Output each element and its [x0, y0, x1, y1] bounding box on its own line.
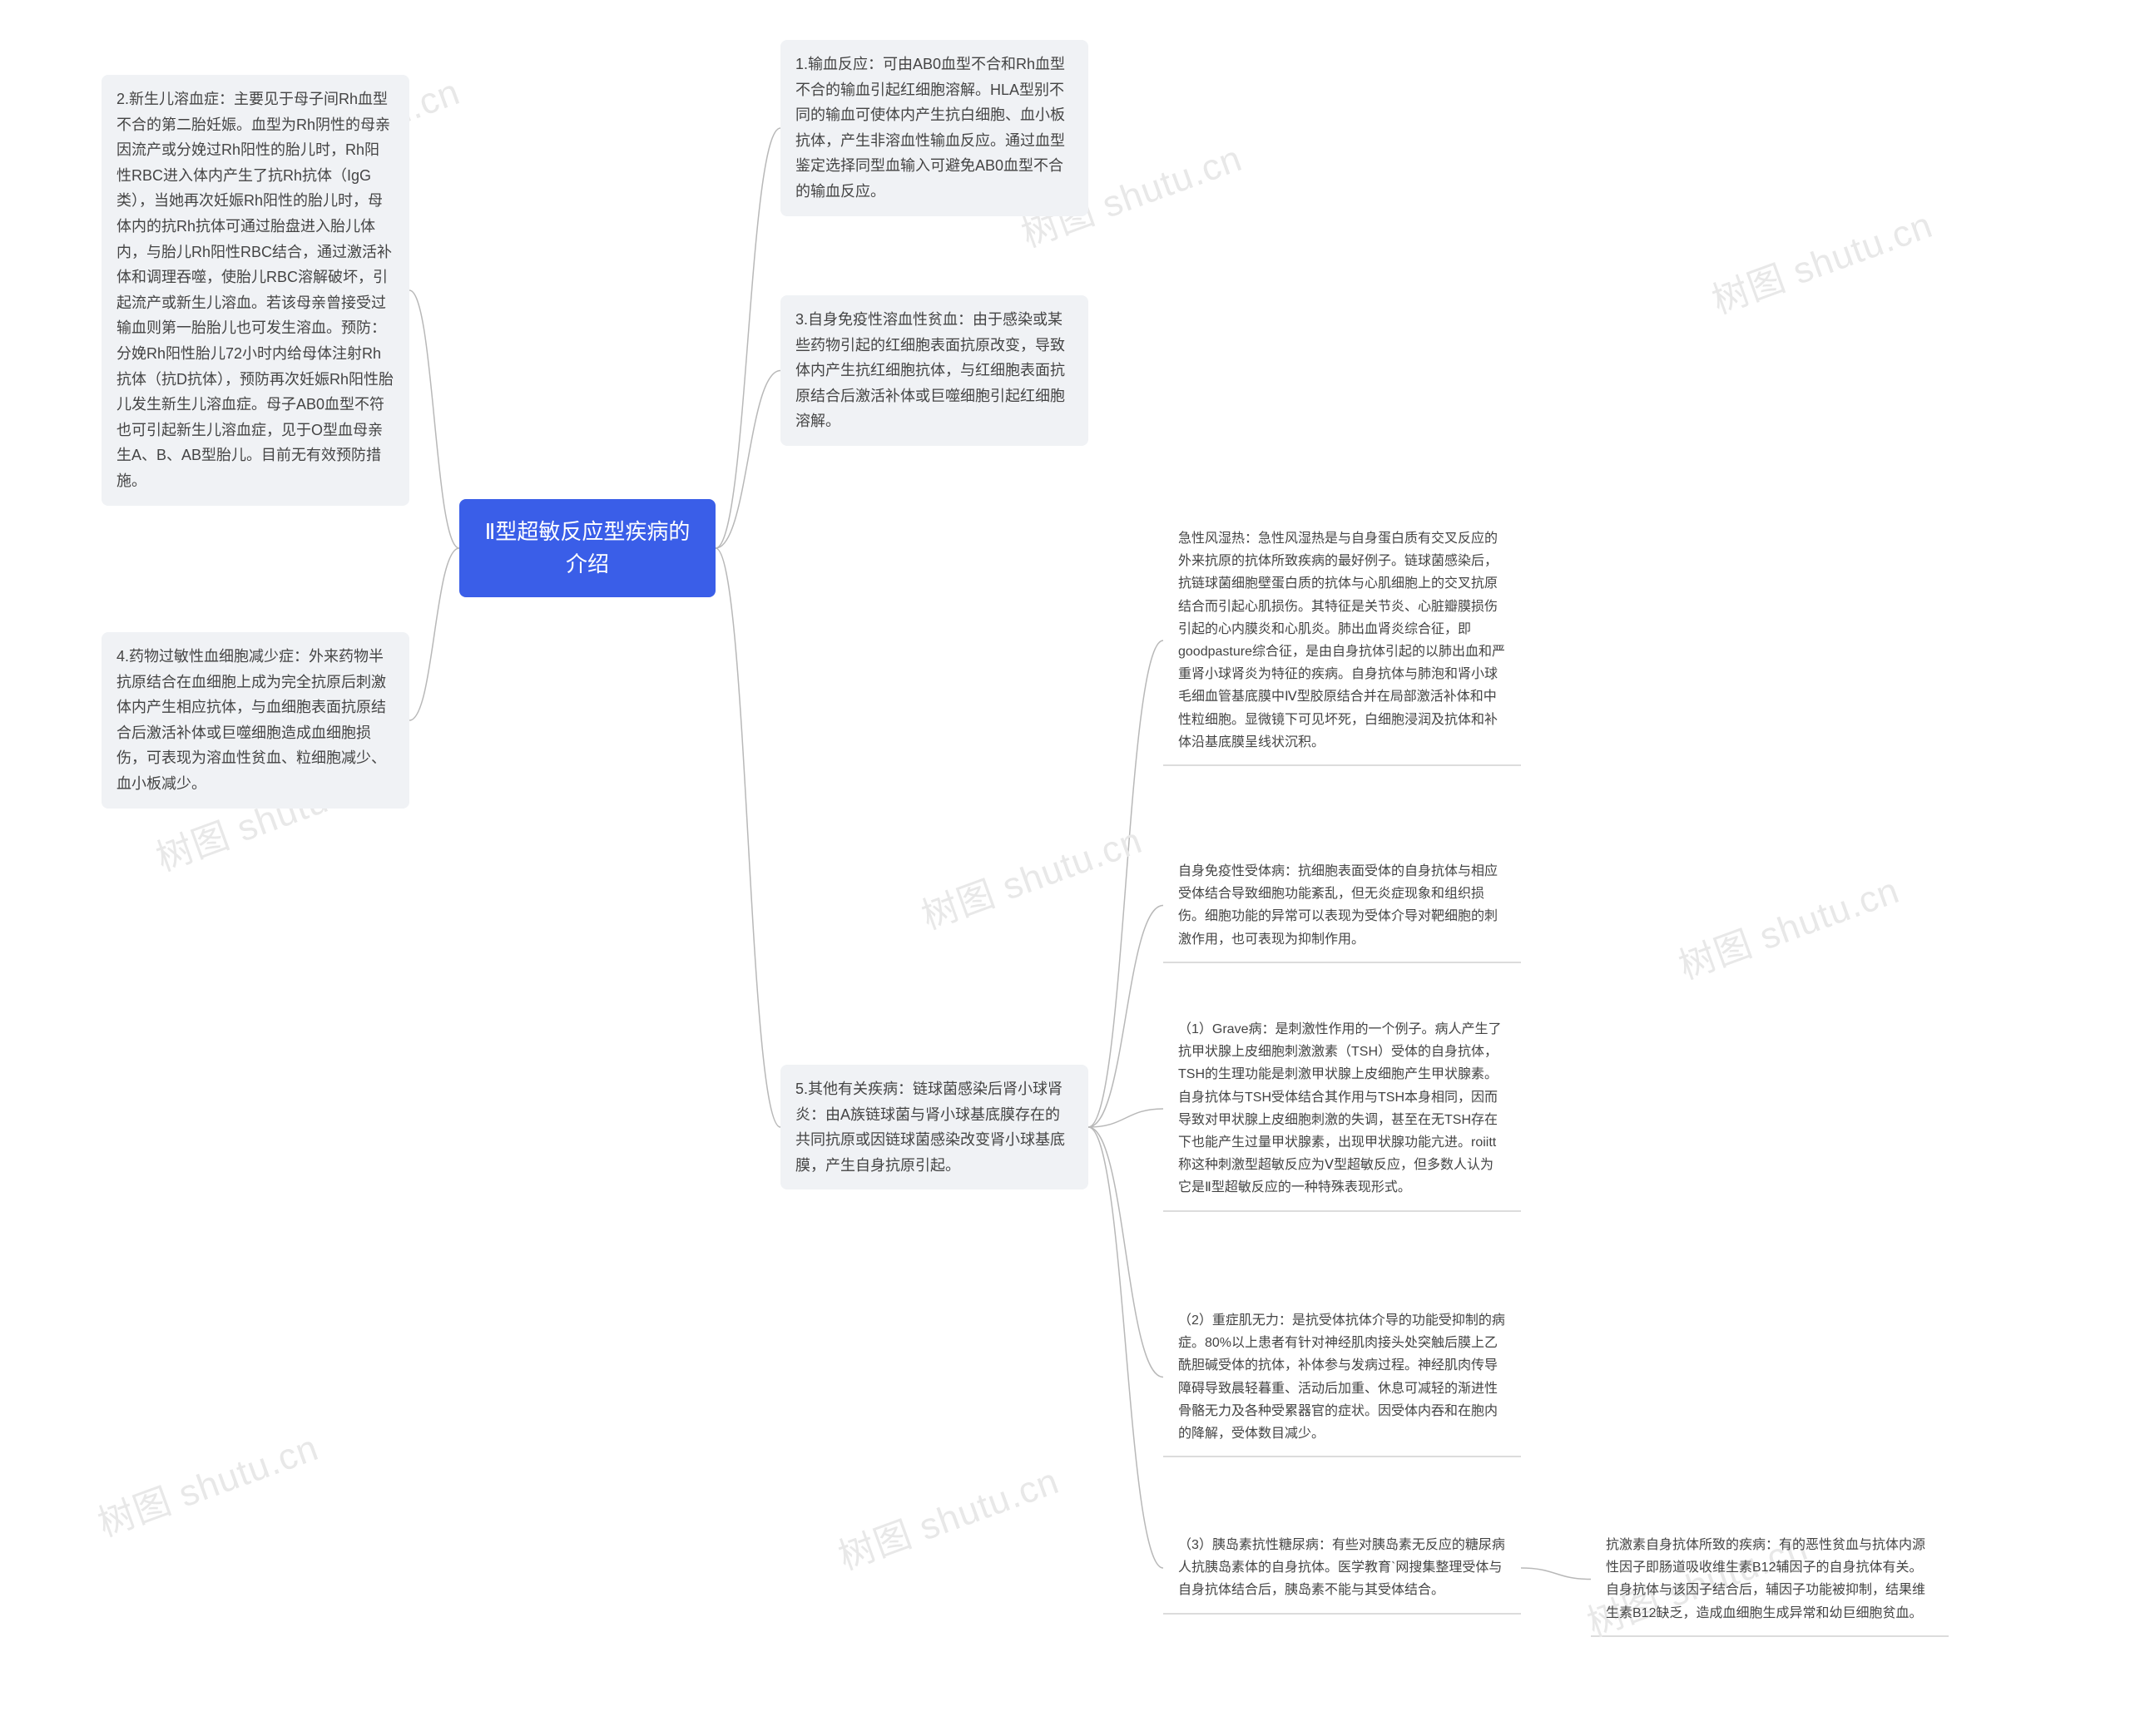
node-3: 3.自身免疫性溶血性贫血：由于感染或某些药物引起的红细胞表面抗原改变，导致体内产…	[780, 295, 1088, 446]
node-5a-text: 急性风湿热：急性风湿热是与自身蛋白质有交叉反应的外来抗原的抗体所致疾病的最好例子…	[1178, 532, 1505, 749]
center-node: Ⅱ型超敏反应型疾病的介绍	[459, 499, 716, 597]
node-5e1-text: 抗激素自身抗体所致的疾病：有的恶性贫血与抗体内源性因子即肠道吸收维生素B12辅因…	[1606, 1538, 1925, 1620]
node-5c: （1）Grave病：是刺激性作用的一个例子。病人产生了抗甲状腺上皮细胞刺激激素（…	[1163, 1006, 1521, 1211]
mindmap-canvas: 树图 shutu.cn树图 shutu.cn树图 shutu.cn树图 shut…	[0, 0, 2130, 1736]
node-5e: （3）胰岛素抗性糖尿病：有些对胰岛素无反应的糖尿病人抗胰岛素体的自身抗体。医学教…	[1163, 1522, 1521, 1614]
node-5-text: 5.其他有关疾病：链球菌感染后肾小球肾炎：由A族链球菌与肾小球基底膜存在的共同抗…	[795, 1081, 1065, 1174]
node-1-text: 1.输血反应：可由AB0血型不合和Rh血型不合的输血引起红细胞溶解。HLA型别不…	[795, 56, 1065, 200]
node-5d-text: （2）重症肌无力：是抗受体抗体介导的功能受抑制的病症。80%以上患者有针对神经肌…	[1178, 1313, 1505, 1441]
node-2-text: 2.新生儿溶血症：主要见于母子间Rh血型不合的第二胎妊娠。血型为Rh阴性的母亲因…	[116, 91, 394, 489]
node-2: 2.新生儿溶血症：主要见于母子间Rh血型不合的第二胎妊娠。血型为Rh阴性的母亲因…	[102, 75, 409, 506]
node-5b-text: 自身免疫性受体病：抗细胞表面受体的自身抗体与相应受体结合导致细胞功能紊乱，但无炎…	[1178, 864, 1498, 947]
node-5: 5.其他有关疾病：链球菌感染后肾小球肾炎：由A族链球菌与肾小球基底膜存在的共同抗…	[780, 1065, 1088, 1189]
node-3-text: 3.自身免疫性溶血性贫血：由于感染或某些药物引起的红细胞表面抗原改变，导致体内产…	[795, 311, 1065, 429]
center-title: Ⅱ型超敏反应型疾病的介绍	[485, 519, 691, 576]
node-5b: 自身免疫性受体病：抗细胞表面受体的自身抗体与相应受体结合导致细胞功能紊乱，但无炎…	[1163, 848, 1521, 962]
node-4: 4.药物过敏性血细胞减少症：外来药物半抗原结合在血细胞上成为完全抗原后刺激体内产…	[102, 632, 409, 809]
node-4-text: 4.药物过敏性血细胞减少症：外来药物半抗原结合在血细胞上成为完全抗原后刺激体内产…	[116, 648, 386, 792]
node-5d: （2）重症肌无力：是抗受体抗体介导的功能受抑制的病症。80%以上患者有针对神经肌…	[1163, 1298, 1521, 1457]
node-5e1: 抗激素自身抗体所致的疾病：有的恶性贫血与抗体内源性因子即肠道吸收维生素B12辅因…	[1591, 1522, 1949, 1636]
node-1: 1.输血反应：可由AB0血型不合和Rh血型不合的输血引起红细胞溶解。HLA型别不…	[780, 40, 1088, 216]
node-5c-text: （1）Grave病：是刺激性作用的一个例子。病人产生了抗甲状腺上皮细胞刺激激素（…	[1178, 1022, 1501, 1194]
node-5a: 急性风湿热：急性风湿热是与自身蛋白质有交叉反应的外来抗原的抗体所致疾病的最好例子…	[1163, 516, 1521, 765]
node-5e-text: （3）胰岛素抗性糖尿病：有些对胰岛素无反应的糖尿病人抗胰岛素体的自身抗体。医学教…	[1178, 1538, 1505, 1597]
